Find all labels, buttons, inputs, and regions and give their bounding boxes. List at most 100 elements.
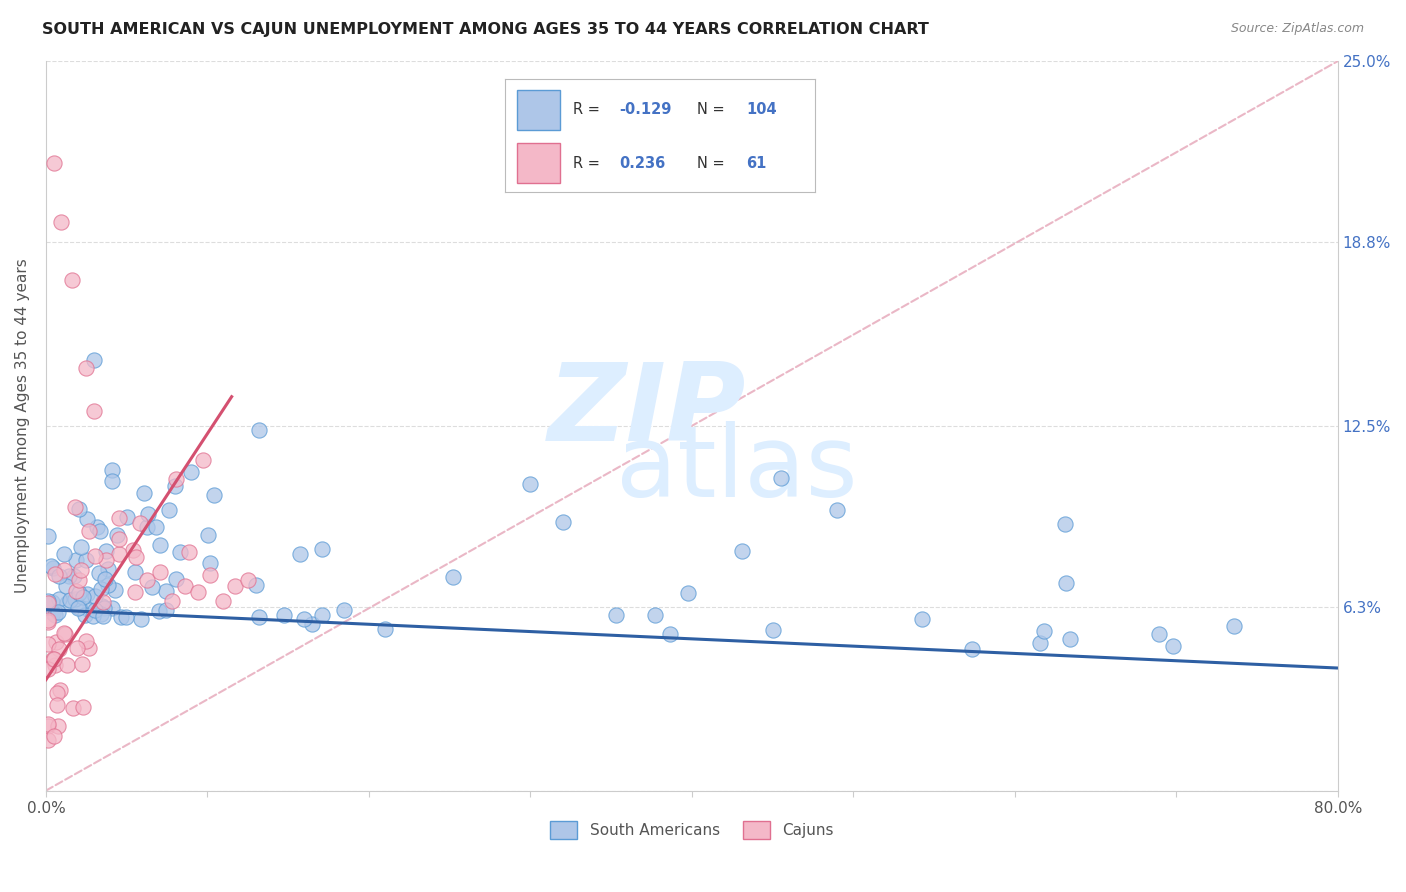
Point <box>79 641 101 656</box>
Point <box>177 544 200 558</box>
Point <box>165 472 187 486</box>
Point <box>59 592 82 607</box>
Point <box>644 607 666 622</box>
Point <box>1054 517 1077 532</box>
Point <box>124 585 146 599</box>
Point <box>605 608 627 623</box>
Point <box>48 641 70 656</box>
Point <box>67 586 90 600</box>
Point <box>41 606 63 620</box>
Point <box>83 404 105 418</box>
Point <box>825 503 848 517</box>
Point <box>48 683 70 698</box>
Point <box>46 698 69 712</box>
Point <box>519 477 541 491</box>
Point <box>441 569 464 583</box>
Point <box>63 592 86 607</box>
Point <box>42 156 65 170</box>
Point <box>94 572 117 586</box>
Point <box>374 622 396 636</box>
Point <box>73 607 96 622</box>
Point <box>1222 619 1244 633</box>
Point <box>42 652 65 666</box>
Point <box>1054 575 1077 590</box>
Point <box>70 657 93 672</box>
Point <box>108 511 131 525</box>
Point <box>165 572 187 586</box>
Point <box>37 719 59 733</box>
Point <box>292 612 315 626</box>
Point <box>105 527 128 541</box>
Point <box>75 552 97 566</box>
Point <box>37 615 59 630</box>
Point <box>53 627 76 641</box>
Point <box>658 627 681 641</box>
Point <box>62 568 84 582</box>
Point <box>37 662 59 676</box>
Point <box>198 567 221 582</box>
Point <box>46 686 69 700</box>
Point <box>37 637 59 651</box>
Point <box>37 594 59 608</box>
Point <box>89 524 111 538</box>
Point <box>311 608 333 623</box>
Point <box>198 557 221 571</box>
Point <box>37 528 59 542</box>
Point <box>145 519 167 533</box>
Y-axis label: Unemployment Among Ages 35 to 44 years: Unemployment Among Ages 35 to 44 years <box>15 259 30 593</box>
Point <box>91 609 114 624</box>
Point <box>37 596 59 610</box>
Point <box>236 574 259 588</box>
Point <box>44 652 66 666</box>
Point <box>247 423 270 437</box>
Point <box>52 563 75 577</box>
Point <box>134 486 156 500</box>
Point <box>55 579 77 593</box>
Point <box>101 601 124 615</box>
Point <box>332 603 354 617</box>
Point <box>52 547 75 561</box>
Point <box>77 603 100 617</box>
Point <box>163 479 186 493</box>
Point <box>94 544 117 558</box>
Point <box>1033 624 1056 638</box>
Point <box>63 500 86 514</box>
Point <box>75 360 97 375</box>
Text: Source: ZipAtlas.com: Source: ZipAtlas.com <box>1230 22 1364 36</box>
Point <box>44 657 66 672</box>
Point <box>114 610 136 624</box>
Point <box>136 574 159 588</box>
Point <box>39 559 62 574</box>
Point <box>141 581 163 595</box>
Point <box>224 579 246 593</box>
Point <box>155 603 177 617</box>
Point <box>245 578 267 592</box>
Point <box>769 471 792 485</box>
Point <box>93 601 115 615</box>
Point <box>48 569 70 583</box>
Point <box>56 596 79 610</box>
Legend: South Americans, Cajuns: South Americans, Cajuns <box>544 815 839 845</box>
Text: ZIP: ZIP <box>547 359 745 464</box>
Point <box>77 524 100 539</box>
Point <box>107 547 129 561</box>
Point <box>101 474 124 488</box>
Point <box>157 503 180 517</box>
Point <box>136 507 159 521</box>
Point <box>288 547 311 561</box>
Point <box>121 542 143 557</box>
Point <box>89 566 111 580</box>
Point <box>44 608 66 623</box>
Point <box>55 657 77 672</box>
Point <box>52 625 75 640</box>
Point <box>72 590 94 604</box>
Point <box>96 562 118 576</box>
Point <box>69 563 91 577</box>
Point <box>44 566 66 581</box>
Point <box>136 520 159 534</box>
Point <box>42 560 65 574</box>
Point <box>676 586 699 600</box>
Point <box>149 538 172 552</box>
Point <box>60 273 83 287</box>
Point <box>76 512 98 526</box>
